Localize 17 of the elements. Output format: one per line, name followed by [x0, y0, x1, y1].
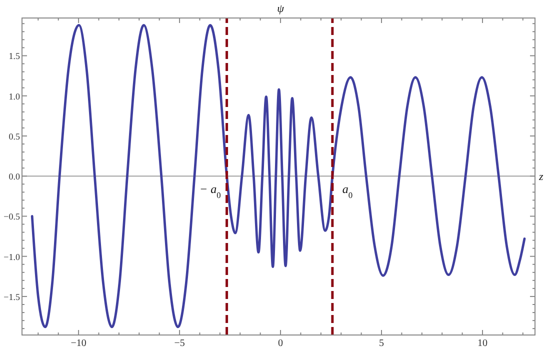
x-tick-label: 0 [278, 338, 284, 349]
x-tick-label: −5 [174, 338, 185, 349]
ref-line-label: − a$_{0}$ [200, 182, 221, 200]
x-tick-label: 10 [477, 338, 488, 349]
y-tick-label: −0.5 [4, 212, 20, 222]
x-tick-label: −10 [70, 338, 86, 349]
y-tick-label: 1.0 [8, 91, 20, 102]
y-axis-title: ψ [277, 3, 284, 15]
y-tick-label: 1.5 [8, 51, 20, 62]
ref-line-label: a$_{0}$ [342, 182, 353, 200]
line-series [30, 24, 526, 328]
y-tick-label: −1.5 [4, 292, 20, 302]
x-axis-title: z [538, 171, 544, 184]
x-tick-label: 5 [379, 338, 384, 349]
y-tick-label: −1.0 [4, 252, 20, 262]
y-tick-label: 0.5 [8, 131, 20, 142]
y-tick-label: 0.0 [8, 172, 20, 182]
